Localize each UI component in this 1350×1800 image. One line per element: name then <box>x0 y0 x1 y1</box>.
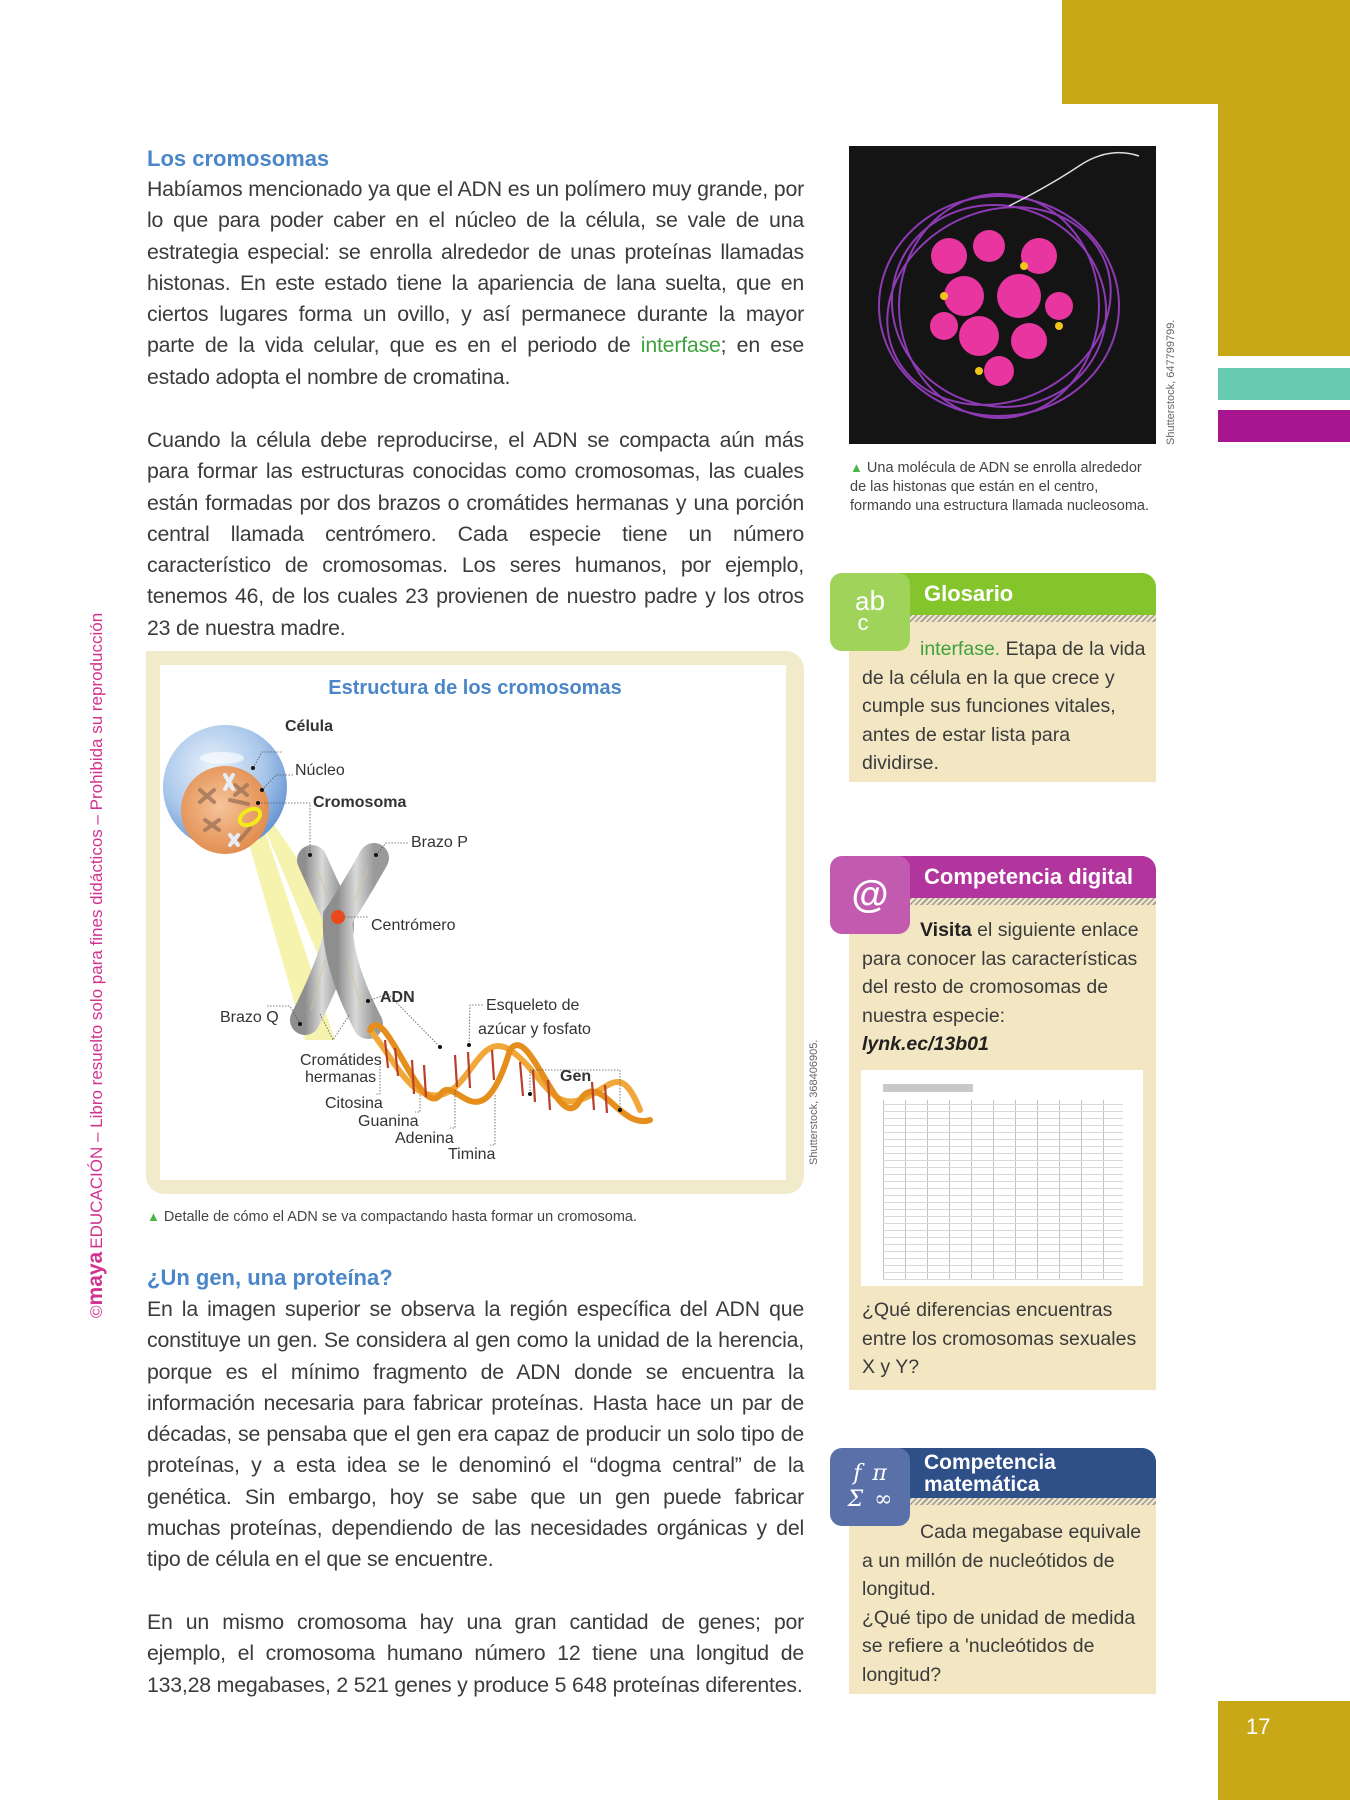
label-brazo-q: Brazo Q <box>220 1009 279 1026</box>
digital-title: Competencia digital <box>924 864 1134 889</box>
abc-icon: ab c <box>830 573 910 651</box>
hatch-divider <box>910 898 1156 905</box>
label-nucleo: Núcleo <box>295 762 345 779</box>
page-number-box <box>1218 1701 1350 1800</box>
digital-text: Visita el siguiente enlace para conocer … <box>862 916 1152 1059</box>
hatch-divider <box>910 615 1156 622</box>
nucleosome-caption: ▲ Una molécula de ADN se enrolla alreded… <box>850 458 1160 516</box>
paragraph-2: Cuando la célula debe reproducirse, el A… <box>147 428 804 640</box>
centromere-dot <box>331 910 345 924</box>
glosario-term: interfase. <box>920 638 1001 660</box>
at-icon: @ <box>830 856 910 934</box>
matematica-text-2: ¿Qué tipo de unidad de medida se refiere… <box>862 1606 1136 1686</box>
paragraph-3: En la imagen superior se observa la regi… <box>147 1297 804 1572</box>
digital-link[interactable]: lynk.ec/13b01 <box>862 1033 989 1056</box>
heading-un-gen: ¿Un gen, una proteína? <box>147 1265 393 1290</box>
heading-los-cromosomas: Los cromosomas <box>147 146 330 171</box>
p1-text-end: ; en ese estado adopta el nombre de crom… <box>147 333 804 389</box>
digital-header: Competencia digital <box>868 856 1156 898</box>
nucleosome-credit: Shutterstock, 647799799. <box>1165 319 1177 445</box>
math-symbols-icon: f π Σ ∞ <box>830 1448 910 1526</box>
math-glyphs: f π Σ ∞ <box>847 1461 893 1512</box>
magenta-strip <box>1218 410 1350 442</box>
label-adn: ADN <box>380 989 415 1006</box>
matematica-title-2: matemática <box>924 1473 1040 1496</box>
diagram-caption-text: Detalle de cómo el ADN se va compactando… <box>163 1209 637 1225</box>
paragraph-1: Habíamos mencionado ya que el ADN es un … <box>147 174 804 393</box>
label-brazo-p: Brazo P <box>411 834 468 851</box>
p1-text: Habíamos mencionado ya que el ADN es un … <box>147 177 804 358</box>
matematica-header: Competencia matemática <box>868 1448 1156 1498</box>
triangle-icon: ▲ <box>147 1209 160 1224</box>
triangle-icon: ▲ <box>850 460 863 475</box>
digital-body: el siguiente enlace para conocer las car… <box>862 919 1139 1027</box>
paragraph-4: En un mismo cromosoma hay una gran canti… <box>147 1610 804 1697</box>
label-adenina: Adenina <box>395 1130 454 1147</box>
genome-table-thumbnail <box>861 1070 1143 1286</box>
label-cromatides-1: Cromátides <box>300 1052 382 1069</box>
chromosome-diagram <box>163 725 653 1146</box>
dna-helix <box>367 1022 653 1125</box>
digital-question: ¿Qué diferencias encuentras entre los cr… <box>862 1299 1137 1379</box>
diagram-caption: ▲ Detalle de cómo el ADN se va compactan… <box>147 1207 637 1227</box>
label-timina: Timina <box>448 1146 496 1163</box>
nucleosome-caption-text: Una molécula de ADN se enrolla alrededor… <box>850 460 1150 514</box>
hatch-divider <box>910 1498 1156 1505</box>
label-cromatides-2: hermanas <box>305 1069 377 1086</box>
interfase-link[interactable]: interfase <box>640 333 721 358</box>
label-gen: Gen <box>560 1068 592 1085</box>
diagram-credit: Shutterstock, 368406905. <box>808 1039 820 1165</box>
label-citosina: Citosina <box>325 1095 383 1112</box>
right-gold-strip <box>1218 0 1350 356</box>
label-centromero: Centrómero <box>371 917 456 934</box>
label-esqueleto-1: Esqueleto de <box>486 997 580 1014</box>
digital-lead: Visita <box>920 919 972 941</box>
label-celula: Célula <box>285 718 334 735</box>
label-esqueleto-2: azúcar y fosfato <box>478 1021 591 1038</box>
glosario-title: Glosario <box>924 581 1014 606</box>
diagram-frame <box>146 651 804 1194</box>
label-cromosoma: Cromosoma <box>313 794 407 811</box>
copyright-symbol: © <box>87 1305 106 1318</box>
label-guanina: Guanina <box>358 1113 419 1130</box>
glosario-text: interfase. Etapa de la vida de la célula… <box>862 635 1152 778</box>
diagram-title: Estructura de los cromosomas <box>328 677 622 699</box>
teal-strip <box>1218 368 1350 400</box>
nucleosome-image <box>849 146 1156 444</box>
maya-logo: maya <box>84 1251 107 1306</box>
chromosome-highlight <box>237 806 263 828</box>
matematica-text-1: Cada megabase equivale a un millón de nu… <box>862 1521 1142 1601</box>
page-number: 17 <box>1246 1714 1271 1739</box>
matematica-title-1: Competencia <box>924 1451 1056 1474</box>
glosario-header: Glosario <box>868 573 1156 615</box>
glosario-definition: Etapa de la vida de la célula en la que … <box>862 638 1146 775</box>
matematica-text: Cada megabase equivale a un millón de nu… <box>862 1518 1152 1690</box>
